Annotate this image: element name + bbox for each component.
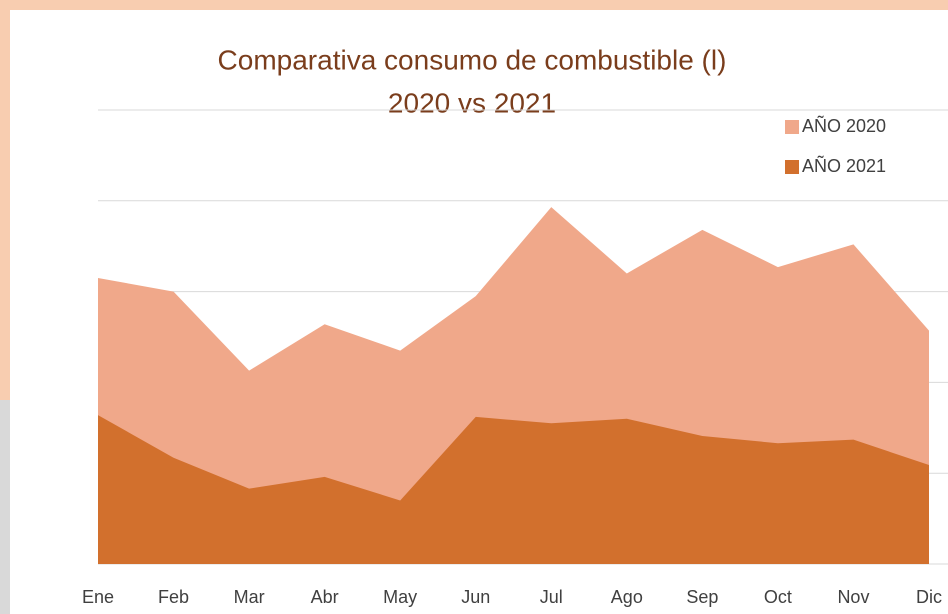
x-tick-label: Jun — [461, 587, 490, 607]
area — [98, 415, 929, 564]
legend-label: AÑO 2021 — [802, 155, 886, 176]
x-tick-label: Nov — [837, 587, 869, 607]
x-tick-label: Abr — [311, 587, 339, 607]
x-tick-label: Sep — [686, 587, 718, 607]
chart-title: Comparativa consumo de combustible (l) — [218, 44, 727, 75]
legend-swatch — [785, 120, 799, 134]
x-tick-label: Oct — [764, 587, 792, 607]
x-tick-label: Feb — [158, 587, 189, 607]
x-tick-label: Dic — [916, 587, 942, 607]
x-tick-label: Ene — [82, 587, 114, 607]
x-tick-label: Jul — [540, 587, 563, 607]
frame-side — [0, 400, 10, 614]
x-tick-label: Ago — [611, 587, 643, 607]
x-tick-label: Mar — [234, 587, 265, 607]
legend-swatch — [785, 160, 799, 174]
legend-label: AÑO 2020 — [802, 115, 886, 136]
x-tick-label: May — [383, 587, 417, 607]
chart-title: 2020 vs 2021 — [388, 87, 556, 118]
